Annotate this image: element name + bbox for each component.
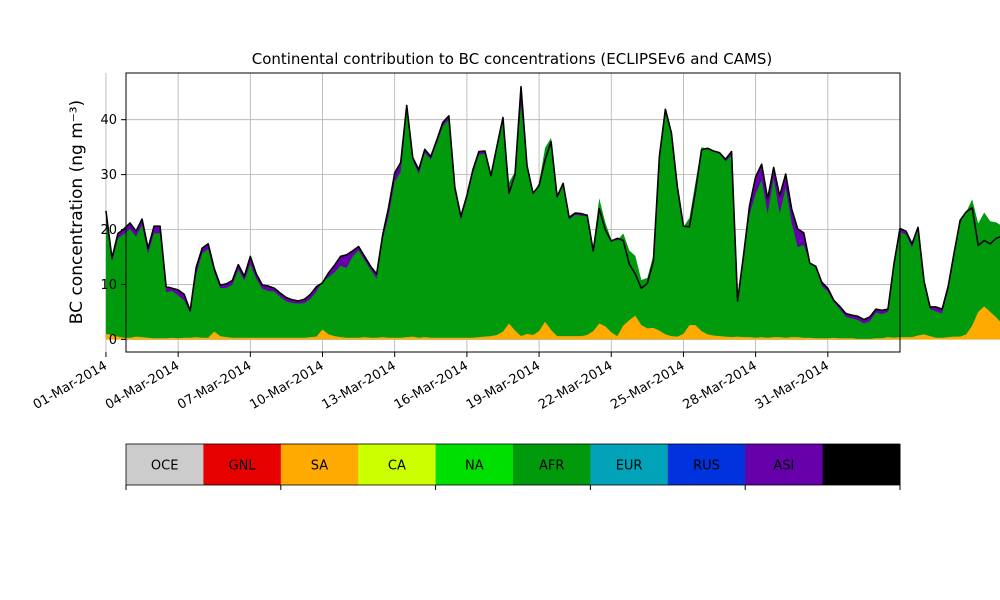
legend-label: SA <box>311 459 328 474</box>
legend-label: CA <box>388 459 406 474</box>
x-tick-label: 25-Mar-2014 <box>608 358 687 412</box>
series-area-sa <box>105 306 1000 340</box>
legend-swatch <box>280 444 359 485</box>
legend-label: AUS <box>848 459 875 474</box>
legend-frame <box>125 443 901 486</box>
legend-swatch <box>513 444 591 485</box>
x-tick-label: 01-Mar-2014 <box>31 358 110 412</box>
legend-label: EUR <box>616 459 643 474</box>
y-axis-label: BC concentration (ng m⁻³) <box>67 100 87 324</box>
x-tick-label: 04-Mar-2014 <box>103 358 182 412</box>
x-tick-label: 31-Mar-2014 <box>753 358 832 412</box>
chart-title: Continental contribution to BC concentra… <box>252 50 773 68</box>
legend-label: AFR <box>539 459 564 474</box>
legend-swatch <box>358 444 437 485</box>
legend-swatch <box>745 444 824 485</box>
legend-label: GNL <box>229 459 257 474</box>
legend-swatch <box>590 444 669 485</box>
y-tick-label: 30 <box>100 168 117 183</box>
y-tick-label: 20 <box>100 223 117 238</box>
x-tick-label: 13-Mar-2014 <box>320 358 399 412</box>
legend-label: NA <box>465 459 484 474</box>
x-tick-label: 10-Mar-2014 <box>247 358 326 412</box>
legend-swatch <box>126 444 204 485</box>
legend: OCE GNL SA CA NA AFR EUR RUS ASI AUS <box>125 443 901 490</box>
legend-label: OCE <box>151 459 179 474</box>
total-line <box>105 85 1000 321</box>
x-tick-label: 19-Mar-2014 <box>464 358 543 412</box>
plot-area: 01-Mar-201404-Mar-201407-Mar-201410-Mar-… <box>31 72 1000 413</box>
legend-swatch <box>435 444 514 485</box>
series-area-afr <box>105 104 1000 340</box>
legend-swatch <box>203 444 282 485</box>
legend-swatch <box>822 444 901 485</box>
x-tick-label: 22-Mar-2014 <box>536 358 615 412</box>
y-tick-label: 40 <box>100 113 117 128</box>
legend-swatch <box>667 444 746 485</box>
legend-label: RUS <box>693 459 720 474</box>
x-tick-label: 16-Mar-2014 <box>392 358 471 412</box>
y-tick-label: 0 <box>109 333 117 348</box>
plot-frame <box>125 72 901 353</box>
y-tick-label: 10 <box>100 278 117 293</box>
legend-label: ASI <box>773 459 794 474</box>
x-tick-label: 07-Mar-2014 <box>175 358 254 412</box>
x-tick-label: 28-Mar-2014 <box>680 358 759 412</box>
